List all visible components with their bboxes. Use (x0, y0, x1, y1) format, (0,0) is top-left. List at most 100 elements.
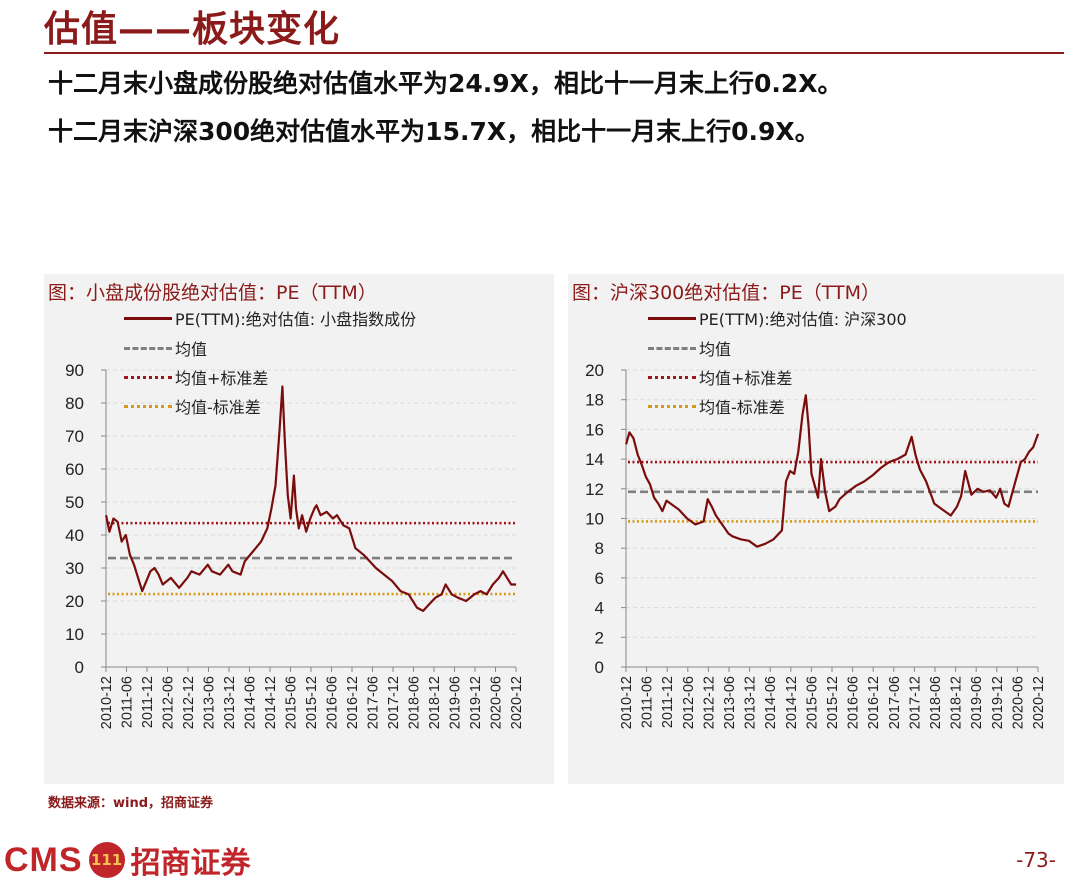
chart-title: 图：小盘成份股绝对估值：PE（TTM） (48, 282, 377, 304)
x-tick-label: 2017-06 (366, 676, 382, 729)
x-tick-label: 2011-12 (140, 676, 156, 728)
y-tick-label: 6 (595, 569, 604, 588)
legend-item-plus: 均值+标准差 (648, 365, 792, 389)
pe-line-chart-hs300: 0 2 4 6 8 10 12 14 16 18 20 2010-12 2011-06 2011-12 20… (585, 361, 1047, 729)
y-tick-label: 60 (65, 460, 84, 479)
legend-label-plus: 均值+标准差 (699, 369, 793, 388)
brand-logo: CMS 111 招商证券 (4, 838, 251, 882)
x-tick-label: 2010-12 (619, 676, 635, 729)
logo-cms-text: CMS (4, 840, 83, 879)
x-tick-label: 2020-06 (489, 676, 505, 729)
legend-label-pe: PE(TTM):绝对估值: 沪深300 (699, 310, 907, 329)
legend-item-pe: PE(TTM):绝对估值: 小盘指数成份 (124, 306, 416, 330)
chart-panel-hs300: 图：沪深300绝对估值：PE（TTM） PE(TTM):绝对估值: 沪深300 … (568, 274, 1064, 784)
x-tick-label: 2012-12 (181, 676, 197, 729)
legend-swatch-plus (648, 375, 696, 379)
x-tick-label: 2017-12 (907, 676, 923, 729)
x-tick-label: 2013-06 (722, 676, 738, 729)
x-tick-label: 2015-12 (825, 676, 841, 729)
legend-label-mean: 均值 (175, 340, 208, 359)
x-tick-label: 2010-12 (99, 676, 115, 729)
x-tick-label: 2018-06 (407, 676, 423, 729)
x-tick-label: 2018-12 (949, 676, 965, 729)
chart-panel-small-cap: 图：小盘成份股绝对估值：PE（TTM） PE(TTM):绝对估值: 小盘指数成份… (44, 274, 554, 784)
legend-item-plus: 均值+标准差 (124, 365, 268, 389)
x-tick-label: 2015-12 (304, 676, 320, 729)
pe-line-chart-small-cap: 0 10 20 30 40 50 60 70 80 90 2010-12 2011-06 2011-12… (65, 361, 525, 729)
legend-swatch-minus (648, 404, 696, 408)
y-tick-label: 0 (595, 658, 604, 677)
x-tick-label: 2013-12 (743, 676, 759, 729)
x-tick-label: 2013-12 (222, 676, 238, 729)
x-tick-label: 2020-12 (1031, 676, 1047, 729)
legend-item-minus: 均值-标准差 (648, 394, 785, 418)
x-tick-label: 2012-06 (161, 676, 177, 729)
legend-swatch-mean (124, 346, 172, 350)
x-tick-label: 2011-12 (660, 676, 676, 728)
y-tick-label: 16 (585, 420, 604, 439)
data-source-note: 数据来源：wind，招商证券 (48, 796, 214, 811)
y-tick-label: 10 (585, 510, 604, 529)
x-tick-label: 2019-06 (448, 676, 464, 729)
x-tick-label: 2014-12 (263, 676, 279, 729)
y-tick-label: 8 (595, 539, 604, 558)
legend-item-pe: PE(TTM):绝对估值: 沪深300 (648, 306, 907, 330)
legend-swatch-mean (648, 346, 696, 350)
legend-swatch-plus (124, 375, 172, 379)
y-tick-label: 20 (585, 361, 604, 380)
y-tick-label: 80 (65, 394, 84, 413)
x-tick-label: 2015-06 (804, 676, 820, 729)
y-tick-label: 70 (65, 427, 84, 446)
page-number: -73- (1016, 848, 1056, 872)
legend-label-mean: 均值 (699, 340, 732, 359)
x-tick-label: 2017-06 (887, 676, 903, 729)
legend-item-mean: 均值 (648, 336, 731, 360)
y-tick-label: 14 (585, 450, 604, 469)
title-divider (44, 52, 1064, 54)
x-tick-label: 2015-06 (284, 676, 300, 729)
summary-line-small-cap: 十二月末小盘成份股绝对估值水平为24.9X，相比十一月末上行0.2X。 (48, 69, 843, 98)
x-tick-label: 2017-12 (386, 676, 402, 729)
y-tick-label: 2 (595, 628, 604, 647)
y-tick-label: 12 (585, 480, 604, 499)
x-tick-label: 2019-12 (990, 676, 1006, 729)
x-tick-label: 2020-12 (509, 676, 525, 729)
pe-series-line (625, 394, 1040, 548)
x-tick-label: 2016-12 (866, 676, 882, 729)
legend-swatch-pe (648, 316, 696, 320)
legend-label-plus: 均值+标准差 (175, 369, 269, 388)
y-tick-label: 0 (75, 658, 84, 677)
x-tick-label: 2014-06 (243, 676, 259, 729)
page-title: 估值——板块变化 (44, 8, 341, 50)
y-tick-label: 18 (585, 391, 604, 410)
x-tick-label: 2018-12 (427, 676, 443, 729)
x-tick-label: 2011-06 (120, 676, 136, 728)
y-tick-label: 10 (65, 625, 84, 644)
x-tick-label: 2012-12 (701, 676, 717, 729)
x-tick-label: 2016-06 (325, 676, 341, 729)
y-tick-label: 4 (595, 599, 604, 618)
y-tick-label: 50 (65, 493, 84, 512)
x-tick-label: 2018-06 (928, 676, 944, 729)
chart-title: 图：沪深300绝对估值：PE（TTM） (572, 282, 880, 304)
x-tick-label: 2020-06 (1010, 676, 1026, 729)
logo-badge-icon: 111 (88, 842, 125, 878)
logo-company-name: 招商证券 (130, 846, 251, 881)
x-tick-label: 2014-12 (784, 676, 800, 729)
x-tick-label: 2011-06 (640, 676, 656, 728)
x-tick-label: 2016-12 (345, 676, 361, 729)
x-tick-label: 2013-06 (202, 676, 218, 729)
pe-series-line (105, 385, 517, 612)
x-tick-label: 2019-06 (969, 676, 985, 729)
y-tick-label: 30 (65, 559, 84, 578)
legend-item-mean: 均值 (124, 336, 207, 360)
x-tick-label: 2014-06 (763, 676, 779, 729)
legend-swatch-pe (124, 316, 172, 320)
x-tick-label: 2016-06 (846, 676, 862, 729)
y-tick-label: 20 (65, 592, 84, 611)
legend-swatch-minus (124, 404, 172, 408)
summary-line-hs300: 十二月末沪深300绝对估值水平为15.7X，相比十一月末上行0.9X。 (48, 117, 820, 146)
x-tick-label: 2012-06 (681, 676, 697, 729)
legend-label-minus: 均值-标准差 (699, 398, 785, 417)
y-tick-label: 40 (65, 526, 84, 545)
